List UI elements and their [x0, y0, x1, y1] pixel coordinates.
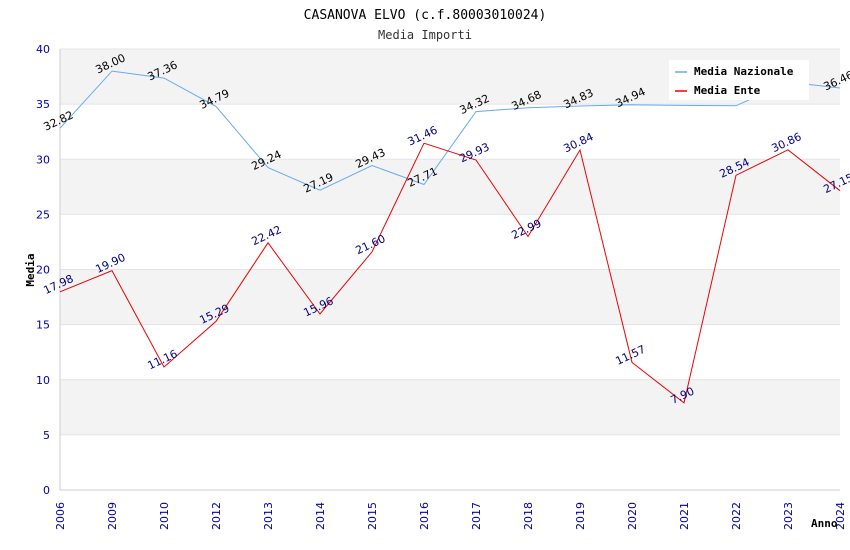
x-tick-label: 2018 — [522, 502, 535, 530]
y-tick-label: 5 — [43, 429, 50, 442]
grid-bands — [60, 49, 840, 490]
series-lines — [59, 70, 841, 404]
x-tick-label: 2015 — [366, 502, 379, 530]
x-tick-label: 2013 — [262, 502, 275, 530]
x-tick-label: 2021 — [678, 502, 691, 530]
x-tick-label: 2020 — [626, 502, 639, 530]
y-tick-label: 40 — [36, 43, 50, 56]
legend-label-ente: Media Ente — [694, 84, 761, 97]
x-tick-label: 2009 — [106, 502, 119, 530]
legend-box — [669, 60, 809, 100]
x-tick-label: 2017 — [470, 502, 483, 530]
x-tick-label: 2023 — [782, 502, 795, 530]
grid-band — [60, 104, 840, 160]
y-axis-label: Media — [24, 253, 37, 286]
x-tick-label: 2019 — [574, 502, 587, 530]
axes — [59, 49, 840, 491]
grid-band — [60, 379, 840, 435]
y-tick-label: 30 — [36, 153, 50, 166]
x-tick-label: 2012 — [210, 502, 223, 530]
y-tick-labels: 0 5 10 15 20 25 30 35 40 — [36, 43, 50, 497]
grid-band — [60, 269, 840, 325]
chart-subtitle: Media Importi — [378, 28, 472, 42]
series-line-nazionale — [59, 70, 841, 191]
y-tick-label: 15 — [36, 319, 50, 332]
legend-label-nazionale: Media Nazionale — [694, 65, 794, 78]
y-tick-label: 20 — [36, 264, 50, 277]
x-tick-labels: 2006 2009 2010 2012 2013 2014 2015 2016 2017 2018… — [54, 502, 847, 530]
x-tick-label: 2016 — [418, 502, 431, 530]
x-tick-label: 2014 — [314, 502, 327, 530]
x-tick-label: 2024 — [834, 502, 847, 530]
chart-title: CASANOVA ELVO (c.f.80003010024) — [304, 8, 547, 23]
grid-band — [60, 159, 840, 215]
y-tick-label: 0 — [43, 484, 50, 497]
series-line-ente — [59, 142, 841, 404]
x-tick-label: 2006 — [54, 502, 67, 530]
x-axis-label: Anno — [811, 517, 838, 530]
x-tick-label: 2022 — [730, 502, 743, 530]
x-tick-label: 2010 — [158, 502, 171, 530]
grid-band — [60, 324, 840, 380]
grid-band — [60, 434, 840, 490]
legend: Media Nazionale Media Ente — [669, 60, 809, 100]
y-tick-label: 25 — [36, 208, 50, 221]
y-tick-label: 10 — [36, 374, 50, 387]
y-tick-label: 35 — [36, 98, 50, 111]
grid-band — [60, 214, 840, 270]
